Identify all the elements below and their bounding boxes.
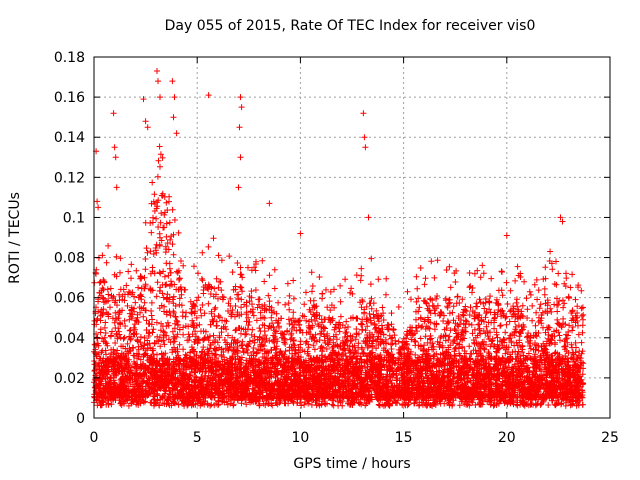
x-tick-label: 5 — [193, 430, 202, 446]
x-tick-label: 15 — [395, 430, 413, 446]
chart-title: Day 055 of 2015, Rate Of TEC Index for r… — [164, 18, 536, 34]
plus-markers — [91, 68, 587, 409]
y-tick-label: 0.08 — [54, 251, 85, 267]
x-tick-label: 20 — [498, 430, 516, 446]
y-tick-label: 0.02 — [54, 371, 85, 387]
plot-frame — [93, 56, 611, 419]
x-tick-label: 10 — [291, 430, 309, 446]
y-tick-label: 0.1 — [63, 210, 85, 226]
axis-ticks: 0 0.02 0.04 0.06 0.08 0.1 0.12 0.14 0.16 0.18 0 5 10… — [54, 50, 619, 446]
y-axis-label: ROTI / TECUs — [7, 192, 23, 284]
y-tick-label: 0.06 — [54, 291, 85, 307]
x-tick-label: 0 — [90, 430, 99, 446]
y-tick-label: 0 — [76, 411, 85, 427]
x-tick-label: 25 — [601, 430, 619, 446]
data-points — [91, 68, 587, 409]
y-tick-label: 0.12 — [54, 170, 85, 186]
y-tick-label: 0.14 — [54, 130, 85, 146]
y-tick-label: 0.16 — [54, 90, 85, 106]
y-tick-label: 0.04 — [54, 331, 85, 347]
x-axis-label: GPS time / hours — [293, 456, 411, 472]
y-tick-label: 0.18 — [54, 50, 85, 66]
